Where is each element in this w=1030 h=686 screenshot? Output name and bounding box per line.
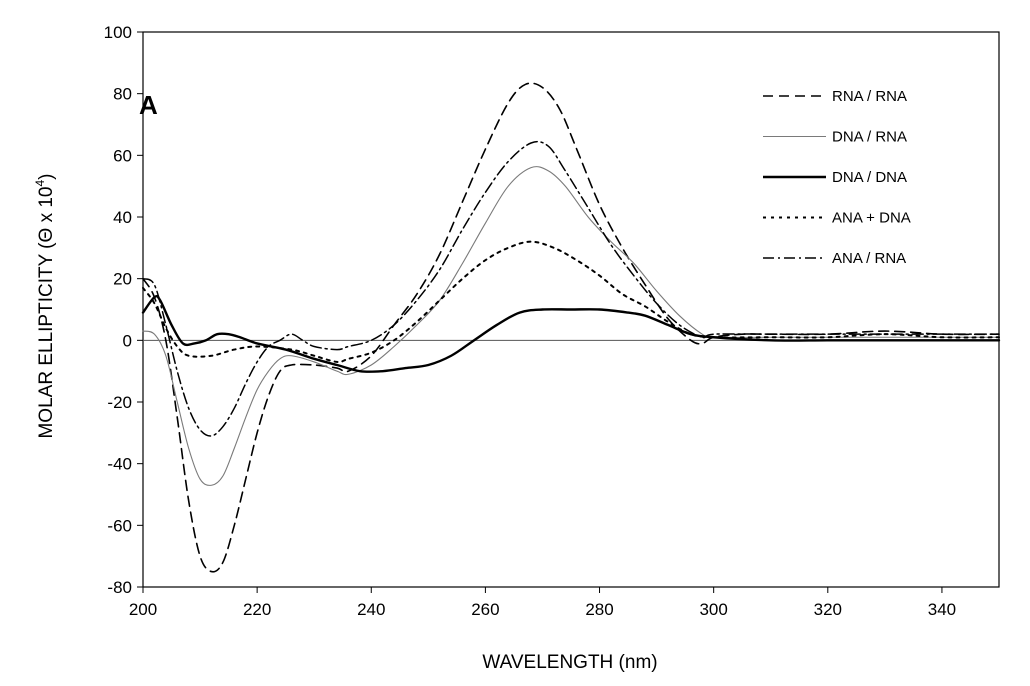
y-axis-label-group: MOLAR ELLIPTICITY (Θ x 104) [33,173,57,438]
x-tick-label: 320 [814,600,842,619]
y-tick-label: -80 [107,578,132,597]
y-tick-label: 40 [113,208,132,227]
y-axis-label-close: ) [36,173,57,179]
y-tick-label: 20 [113,270,132,289]
x-tick-label: 300 [699,600,727,619]
legend-label: DNA / RNA [832,129,907,146]
y-tick-label: -20 [107,393,132,412]
x-tick-label: 280 [585,600,613,619]
y-tick-label: -40 [107,455,132,474]
x-axis-label: WAVELENGTH (nm) [482,652,657,673]
legend-label: RNA / RNA [832,88,907,105]
legend: RNA / RNA DNA / RNA DNA / DNA ANA + DNA ANA … [763,88,911,267]
y-tick-label: -60 [107,516,132,535]
plot-frame [142,31,1000,588]
x-tick-label: 240 [357,600,385,619]
x-tick-label: 260 [471,600,499,619]
series-line-ana-rna [142,140,1000,437]
series-line-rna-rna [142,82,1000,573]
x-tick-label: 200 [129,600,157,619]
svg-text:MOLAR ELLIPTICITY (Θ x 104): MOLAR ELLIPTICITY (Θ x 104) [33,173,57,438]
series-line-dna-rna [142,166,1000,486]
x-tick-label: 220 [243,600,271,619]
series-layer [141,82,1001,573]
y-tick-label: 100 [104,23,132,42]
y-tick-label: 60 [113,146,132,165]
x-tick-label: 340 [928,600,956,619]
y-axis-label-exponent: 4 [33,180,47,187]
legend-label: DNA / DNA [832,169,907,186]
plot-border [142,31,1000,588]
legend-label: ANA / RNA [832,250,906,267]
y-tick-label: 0 [123,331,132,350]
legend-label: ANA + DNA [832,210,911,227]
panel-label: A [139,90,158,120]
x-axis-ticks: 200 220 240 260 280 300 320 340 [129,587,956,619]
y-tick-label: 80 [113,85,132,104]
y-axis-ticks: -80 -60 -40 -20 0 20 40 60 80 100 [104,23,143,597]
y-axis-label: MOLAR ELLIPTICITY (Θ x 10 [36,187,57,439]
